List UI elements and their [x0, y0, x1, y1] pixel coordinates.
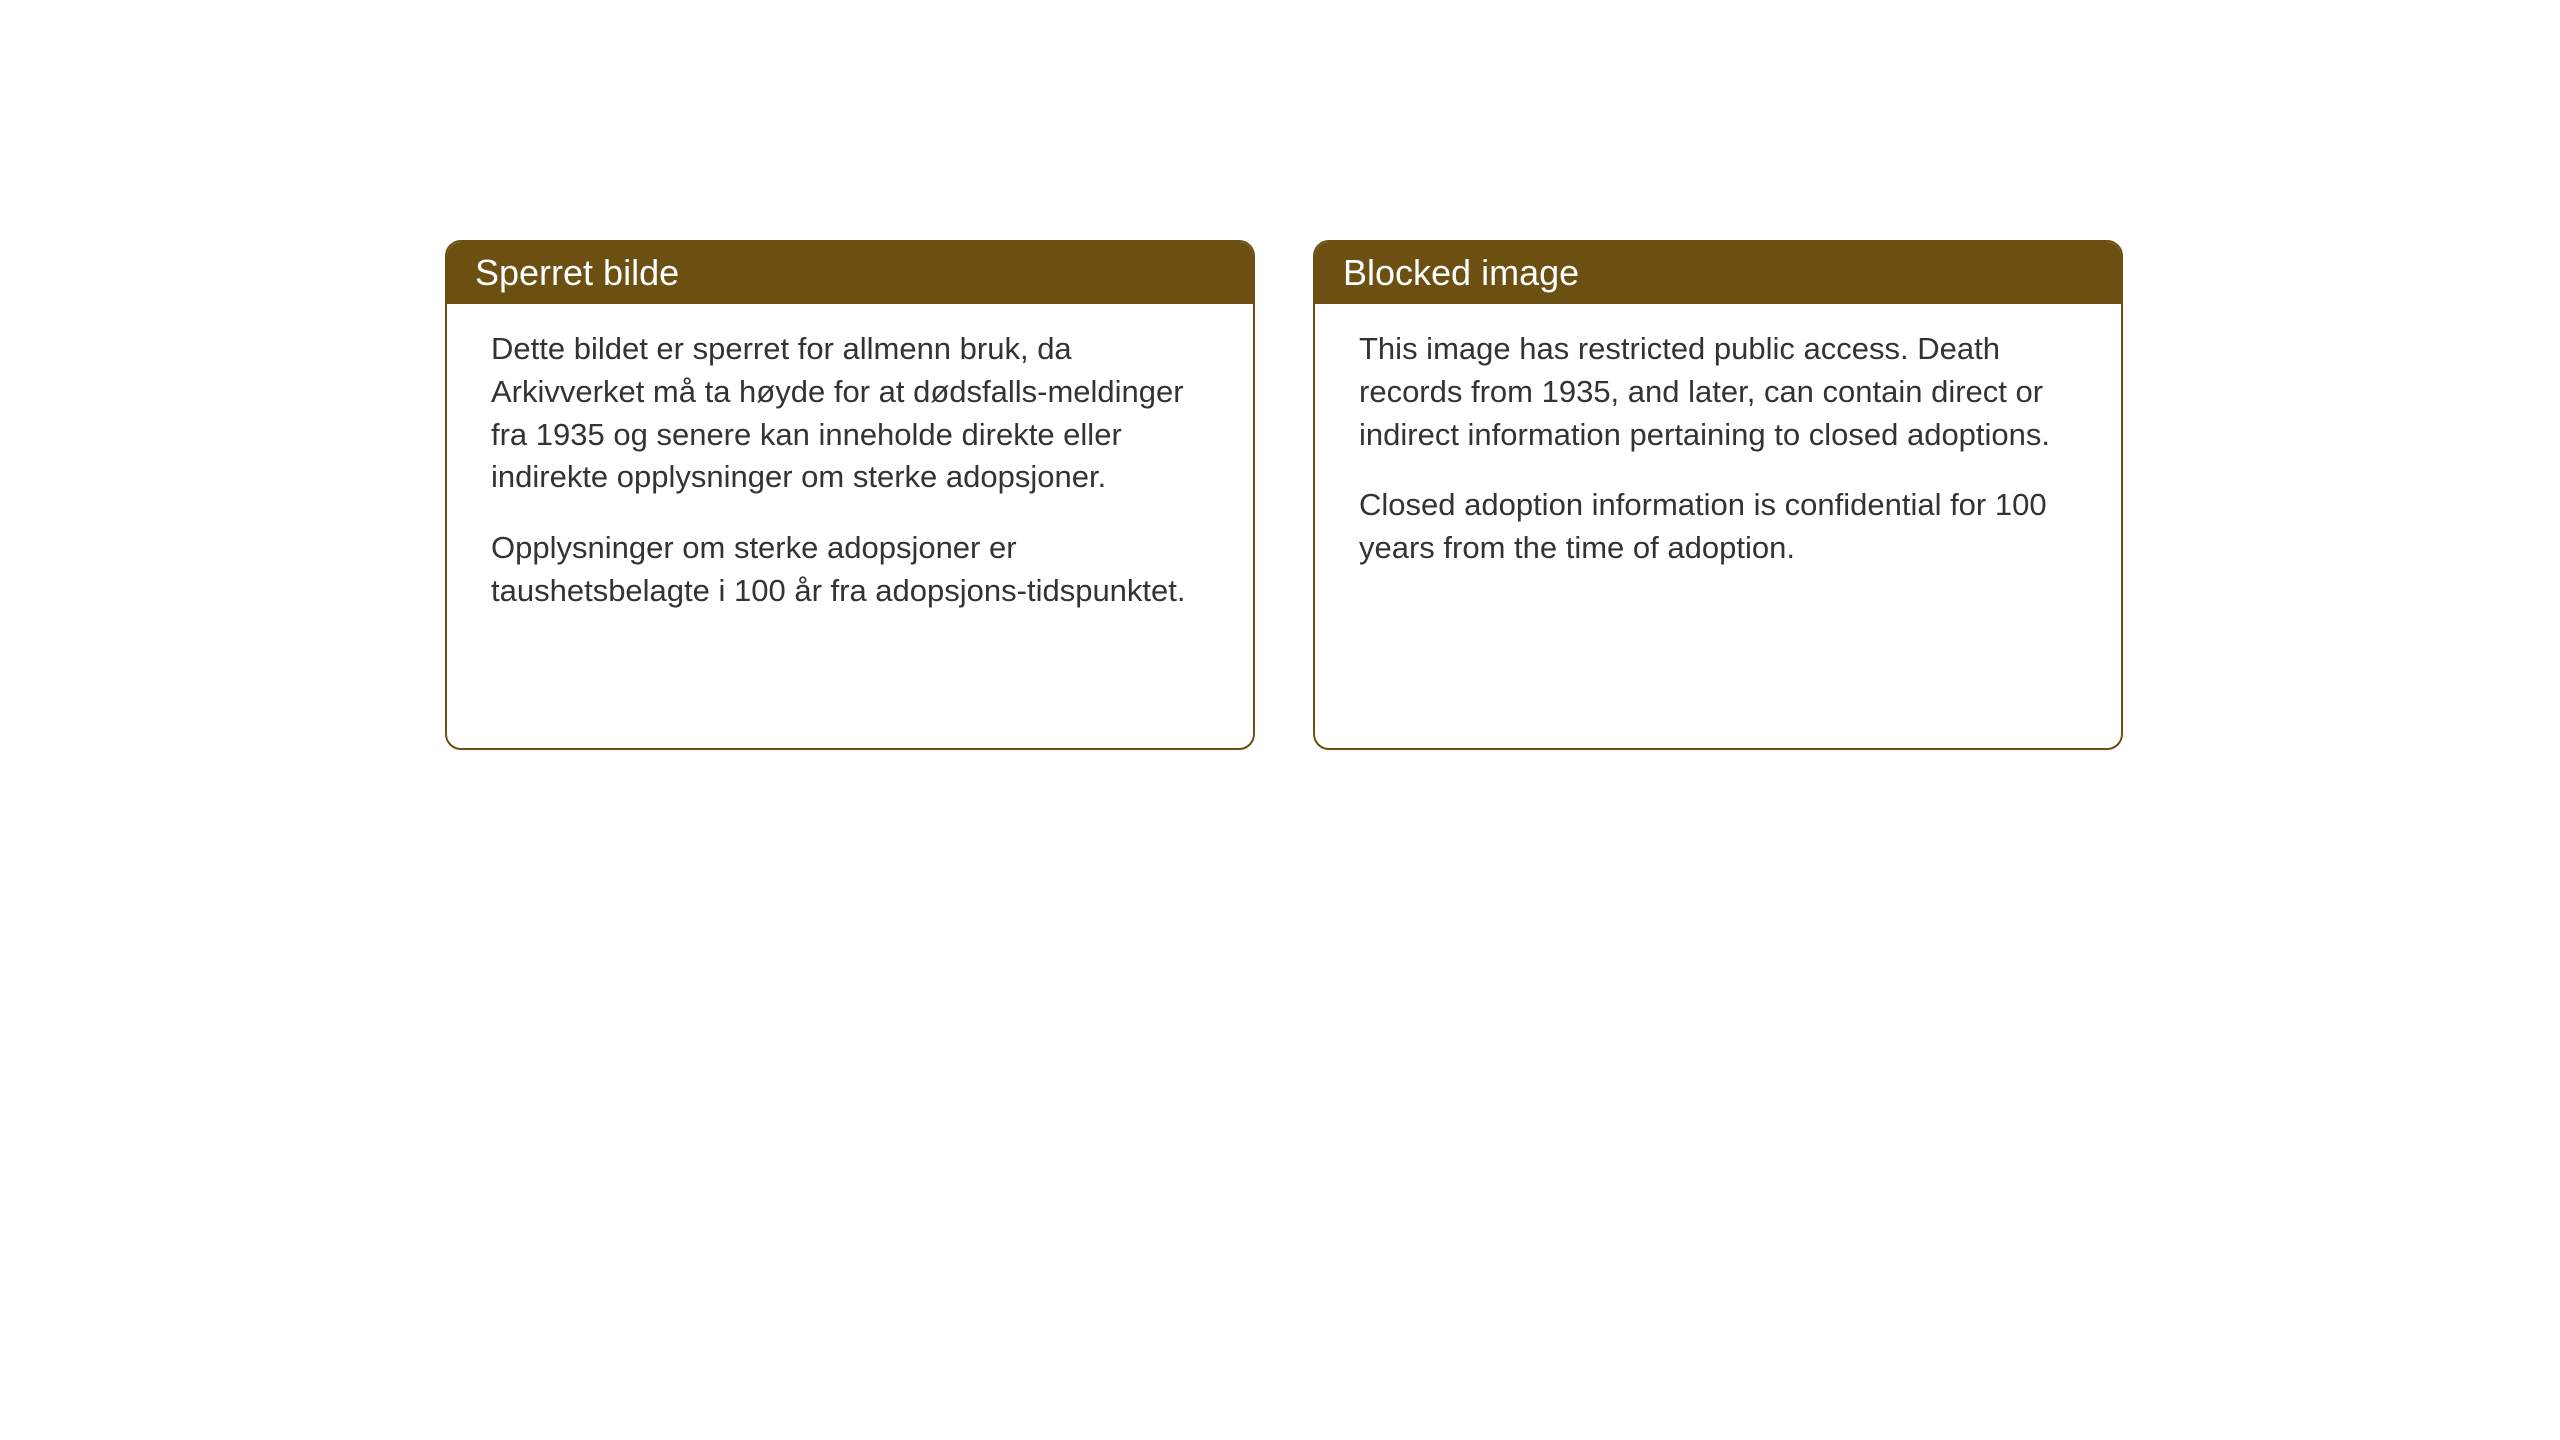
panel-paragraph-2-norwegian: Opplysninger om sterke adopsjoner er tau… [491, 527, 1209, 613]
panel-title-english: Blocked image [1343, 252, 1579, 293]
panel-body-norwegian: Dette bildet er sperret for allmenn bruk… [447, 304, 1253, 645]
panel-paragraph-1-english: This image has restricted public access.… [1359, 328, 2077, 456]
blocked-image-panel-english: Blocked image This image has restricted … [1313, 240, 2123, 750]
panel-body-english: This image has restricted public access.… [1315, 304, 2121, 602]
notice-panels-container: Sperret bilde Dette bildet er sperret fo… [445, 240, 2123, 750]
panel-header-english: Blocked image [1315, 242, 2121, 304]
panel-paragraph-2-english: Closed adoption information is confident… [1359, 484, 2077, 570]
panel-header-norwegian: Sperret bilde [447, 242, 1253, 304]
panel-title-norwegian: Sperret bilde [475, 252, 679, 293]
blocked-image-panel-norwegian: Sperret bilde Dette bildet er sperret fo… [445, 240, 1255, 750]
panel-paragraph-1-norwegian: Dette bildet er sperret for allmenn bruk… [491, 328, 1209, 499]
